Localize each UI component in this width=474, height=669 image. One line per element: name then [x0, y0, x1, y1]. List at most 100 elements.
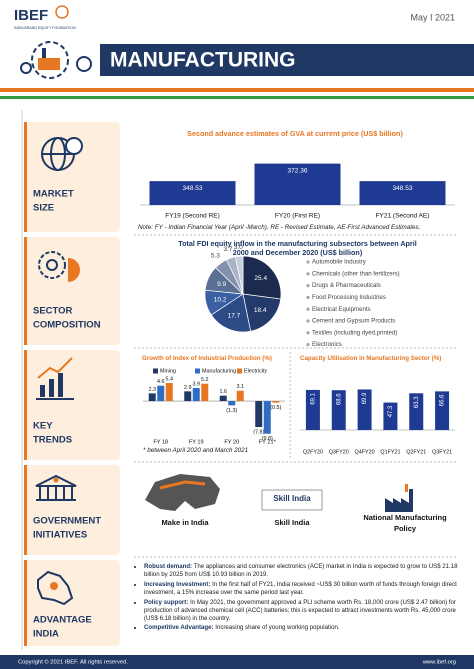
value-label: 69.1 [310, 392, 316, 404]
bar [149, 181, 236, 205]
footer [0, 655, 474, 669]
legend-label: Automobile Industry [312, 259, 367, 266]
x-tick-label: FY 18 [153, 439, 168, 445]
x-tick-label: FY 21* [259, 439, 277, 445]
advantage-head: Robust demand: [144, 563, 193, 570]
advantage-text: The appliances and consumer electronics … [144, 563, 458, 579]
skill-logo: Skill India [273, 494, 311, 503]
x-tick-label: FY20 (First RE) [275, 213, 320, 220]
bar [409, 393, 424, 430]
x-tick-label: FY21 (Second AE) [376, 213, 430, 220]
section-icons [35, 137, 83, 606]
legend-swatch [306, 319, 310, 323]
advantage-head: Policy support: [144, 598, 189, 606]
value-label: (9.8) [262, 436, 273, 442]
value-label: (0.5) [270, 405, 281, 411]
advantage-head: Increasing Investment: [144, 580, 211, 588]
section-accent [24, 122, 27, 232]
advantage: Competitive Advantage: Increasing share … [144, 624, 466, 632]
bar [359, 181, 446, 205]
bar [201, 383, 209, 402]
advantage-list: Robust demand: The appliances and consum… [134, 563, 466, 634]
logo: IBEF [14, 7, 48, 24]
initiative: Skill India [274, 518, 310, 527]
bar [184, 391, 192, 402]
bar [331, 390, 346, 430]
legend-label: Electronics [312, 341, 342, 348]
value-label: 372.36 [288, 167, 308, 174]
section-accent [24, 237, 27, 345]
advantage-text: In the first half of FY21, India receive… [144, 580, 457, 596]
legend-label: Drugs & Pharmaceuticals [312, 282, 381, 289]
initiative: National Manufacturing Policy [363, 513, 447, 533]
section-box [24, 122, 120, 232]
bar [236, 390, 244, 402]
value-label: 5.4 [166, 376, 174, 382]
value-label: 47.3 [388, 405, 394, 417]
footer-left: Copyright © 2021 IBEF. All rights reserv… [18, 659, 128, 666]
section-label: ADVANTAGE [33, 615, 92, 626]
section-label: SIZE [33, 203, 54, 214]
x-tick-label: FY 19 [189, 439, 204, 445]
value-label: 3.7 [223, 246, 232, 253]
banner [100, 44, 474, 76]
pie-slice [234, 255, 244, 295]
value-label: 18.4 [254, 307, 267, 314]
section-label: KEY [33, 421, 53, 432]
legend-swatch [306, 260, 310, 264]
x-tick-label: Q2FY21 [406, 449, 426, 455]
bar [357, 389, 372, 430]
value-label: 2.9 [184, 385, 192, 391]
legend-swatch [195, 368, 200, 374]
section-label: SECTOR [33, 306, 73, 317]
value-label: 69.9 [362, 392, 368, 404]
legend-label: Cement and Gypsum Products [312, 318, 395, 325]
advantage: Policy support: In May 2021, the governm… [144, 599, 466, 623]
value-label: 3.1 [237, 384, 245, 390]
bar [228, 401, 236, 406]
bar [219, 395, 227, 402]
advantage: Robust demand: The appliances and consum… [144, 563, 466, 579]
legend-label: Mining [160, 368, 176, 374]
advantage-text: Increasing share of young working popula… [215, 624, 340, 632]
chart-title: Growth of Index of Industrial Production… [142, 355, 272, 362]
value-label: 10.2 [214, 296, 227, 303]
advantage-head: Competitive Advantage: [144, 624, 214, 632]
legend-swatch [306, 284, 310, 288]
section-accent [24, 465, 27, 555]
skill-logo-box [261, 489, 323, 511]
value-label: 66.6 [440, 394, 446, 406]
bar [255, 401, 263, 428]
chart-title: Capacity Utilisation in Manufacturing Se… [300, 355, 442, 362]
bar [157, 385, 165, 402]
value-label: (7.8) [253, 429, 264, 435]
date: May I 2021 [410, 12, 455, 22]
logo-sub: INDIA BRAND EQUITY FOUNDATION [14, 26, 76, 30]
section-accent [24, 350, 27, 460]
value-label: 3.0 [234, 244, 243, 251]
separators [134, 234, 456, 558]
x-tick-label: FY 20 [224, 439, 239, 445]
section-accent [24, 560, 27, 646]
value-label: 3.9 [193, 381, 201, 387]
x-tick-label: Q2FY20 [303, 449, 323, 455]
legend-swatch [306, 272, 310, 276]
chart-title: Total FDI equity inflow in the manufactu… [178, 239, 417, 257]
value-label: 17.7 [228, 312, 241, 319]
bar [254, 163, 341, 205]
legend-label: Electricity [244, 368, 267, 374]
legend-label: Electrical Equipments [312, 306, 371, 313]
bar [305, 389, 320, 430]
section-box [24, 465, 120, 555]
bar [435, 391, 450, 430]
pie-slice [242, 255, 282, 300]
legend-swatch [153, 368, 158, 374]
value-label: 25.4 [254, 275, 267, 282]
legend-label: Food Processing Industries [312, 294, 386, 301]
pie-slice [210, 293, 252, 333]
legend-swatch [306, 307, 310, 311]
value-label: 1.6 [220, 389, 228, 395]
section-label: MARKET [33, 189, 74, 200]
value-label: 5.2 [201, 377, 209, 383]
